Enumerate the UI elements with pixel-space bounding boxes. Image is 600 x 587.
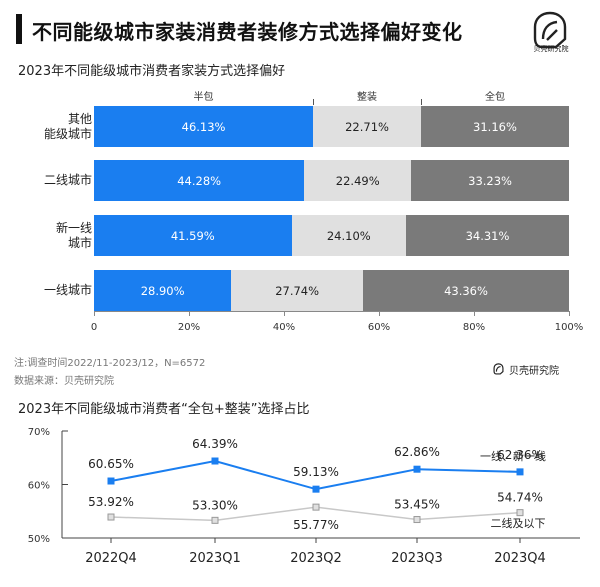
beike-small-logo-icon (493, 363, 504, 375)
full-segment: 34.31% (406, 215, 569, 256)
legend-separator (313, 99, 315, 105)
series-name-tier2: 二线及以下 (491, 516, 546, 530)
data-point (516, 509, 524, 517)
full-segment: 33.23% (411, 160, 569, 201)
title-accent-bar (16, 14, 22, 44)
row-label: 二线城市 (14, 173, 92, 188)
x-axis-tick-label: 2022Q4 (85, 551, 137, 566)
x-axis-tick-label: 2023Q2 (290, 551, 342, 566)
full-segment: 31.16% (420, 106, 569, 147)
bar-chart-title: 2023年不同能级城市消费者家装方式选择偏好 (18, 64, 286, 79)
semi-segment: 44.28% (94, 160, 305, 201)
x-axis-tick (189, 311, 190, 316)
x-axis-tick (569, 311, 570, 316)
x-axis-tick (94, 311, 95, 316)
data-point (211, 457, 219, 465)
legend-label-semi: 半包 (193, 92, 214, 103)
y-axis-tick-label: 50% (28, 534, 50, 545)
brand-mark: 贝壳研究院 (492, 362, 559, 377)
data-label: 53.30% (192, 498, 238, 512)
brand-text: 贝壳研究院 (509, 366, 559, 377)
semi-segment: 28.90% (94, 270, 232, 311)
row-label: 其他 能级城市 (14, 112, 92, 142)
whole-segment: 27.74% (231, 270, 364, 311)
x-axis-tick (284, 311, 285, 316)
bar-row: 44.28% 22.49% 33.23% (94, 160, 569, 201)
x-axis-tick-label: 100% (554, 322, 584, 333)
x-axis-tick-label: 80% (462, 322, 486, 333)
x-axis-tick-label: 0 (90, 322, 98, 333)
bar-chart-x-axis (94, 311, 569, 312)
bar-row: 41.59% 24.10% 34.31% (94, 215, 569, 256)
x-axis-tick-label: 40% (272, 322, 296, 333)
data-label: 60.65% (88, 457, 134, 471)
bar-row: 46.13% 22.71% 31.16% (94, 106, 569, 147)
row-label-line: 城市 (67, 235, 92, 250)
page-title: 不同能级城市家装消费者装修方式选择偏好变化 (32, 20, 463, 44)
data-source: 数据来源：贝壳研究院 (14, 376, 114, 387)
data-label: 62.86% (394, 445, 440, 459)
data-label: 54.74% (497, 491, 543, 505)
row-label: 新一线 城市 (14, 221, 92, 251)
x-axis-tick (379, 311, 380, 316)
survey-note: 注:调查时间2022/11-2023/12，N=6572 (14, 358, 206, 369)
row-label-line: 能级城市 (43, 126, 92, 141)
x-axis-tick-label: 2023Q3 (391, 551, 443, 566)
data-label: 64.39% (192, 437, 238, 451)
x-axis-tick-label: 2023Q4 (494, 551, 546, 566)
legend-label-full: 全包 (484, 92, 505, 103)
bar-row: 28.90% 27.74% 43.36% (94, 270, 569, 311)
data-point (211, 516, 219, 524)
data-label: 62.36% (497, 448, 543, 462)
beike-logo-icon (533, 11, 567, 49)
data-point (413, 465, 421, 473)
y-axis-tick-label: 70% (28, 427, 50, 438)
data-point (107, 477, 115, 485)
legend-separator (420, 99, 422, 105)
logo-text: 贝壳研究院 (533, 45, 569, 53)
x-axis-tick-label: 60% (367, 322, 391, 333)
row-label-line: 其他 (67, 111, 92, 126)
semi-segment: 46.13% (94, 106, 314, 147)
line-chart: 50% 60% 70% 2022Q4 2023Q1 2023Q2 2023Q3 2023Q4 6… (28, 427, 580, 566)
data-label: 59.13% (293, 465, 339, 479)
x-axis-tick (474, 311, 475, 316)
row-label-line: 二线城市 (43, 173, 92, 187)
full-segment: 43.36% (363, 270, 569, 311)
data-point (516, 468, 524, 476)
series-name-tier1: 一线、新一线 (480, 449, 546, 463)
legend-label-whole: 整装 (357, 92, 378, 103)
data-point (107, 513, 115, 521)
y-axis-tick-label: 60% (28, 481, 50, 492)
whole-segment: 22.49% (304, 160, 412, 201)
data-point (312, 485, 320, 493)
data-label: 53.92% (88, 495, 134, 509)
line-chart-title: 2023年不同能级城市消费者“全包+整装”选择占比 (18, 402, 310, 417)
row-label-line: 新一线 (55, 220, 92, 235)
data-point (413, 516, 421, 524)
data-label: 53.45% (394, 498, 440, 512)
whole-segment: 24.10% (291, 215, 407, 256)
x-axis-tick-label: 2023Q1 (189, 551, 241, 566)
row-label: 一线城市 (14, 283, 92, 298)
whole-segment: 22.71% (313, 106, 421, 147)
data-label: 55.77% (293, 518, 339, 532)
x-axis-tick-label: 20% (177, 322, 201, 333)
semi-segment: 41.59% (94, 215, 292, 256)
row-label-line: 一线城市 (43, 283, 92, 297)
data-point (312, 503, 320, 511)
